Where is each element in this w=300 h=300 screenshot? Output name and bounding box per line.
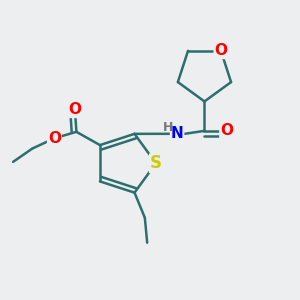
Text: S: S (150, 154, 162, 172)
Text: O: O (214, 43, 227, 58)
Text: N: N (171, 126, 184, 141)
Text: H: H (163, 121, 173, 134)
Text: O: O (220, 123, 233, 138)
Text: O: O (48, 131, 61, 146)
Text: O: O (68, 102, 81, 117)
